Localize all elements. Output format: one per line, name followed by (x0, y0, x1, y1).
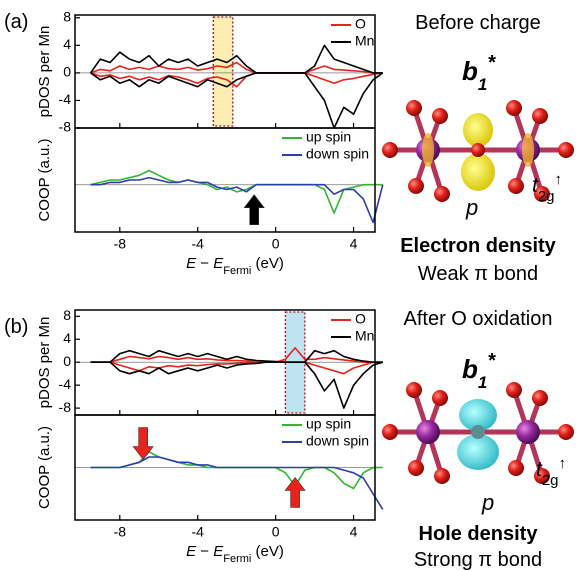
x-axis-label-part: Fermi (223, 553, 251, 565)
y-tick-label: -8 (59, 119, 72, 135)
orbital-lobe (461, 153, 495, 191)
x-tick-label: 0 (272, 524, 280, 540)
panel-header: Before charge (415, 12, 541, 34)
y-tick-label: -8 (59, 399, 72, 415)
orbital-label: b1* (462, 52, 496, 94)
molecule (382, 382, 574, 484)
x-tick-label: -4 (192, 524, 205, 540)
series-line (89, 44, 383, 74)
x-tick-label: -4 (192, 236, 205, 252)
x-axis-label-part: (eV) (251, 543, 284, 560)
x-axis-label: E − EFermi (eV) (186, 255, 284, 277)
x-axis-label-part: E (186, 543, 197, 560)
y-axis-label: pDOS per Mn (36, 317, 53, 409)
bond-label: Strong π bond (414, 549, 542, 571)
annotation-arrow (132, 427, 154, 460)
orbital-lobe (457, 434, 499, 470)
x-axis-label-part: − (196, 255, 213, 272)
legend-label: up spin (306, 129, 351, 145)
series-line (90, 61, 383, 74)
orbital-p: p (481, 490, 494, 515)
t2g-part: ↑ (555, 171, 563, 188)
legend-label: Mn (355, 33, 374, 49)
t2g-part: 2g (538, 188, 555, 205)
oxygen-atom (471, 425, 485, 439)
series-line (90, 451, 383, 490)
y-tick-label: 4 (63, 36, 71, 52)
orbital-label-part: 1 (478, 75, 487, 94)
series-line (90, 72, 383, 88)
x-axis-label-part: E (213, 255, 224, 272)
legend-label: up spin (306, 416, 351, 432)
y-tick-label: -4 (59, 91, 72, 107)
legend-label: down spin (306, 433, 369, 449)
annotation-arrow (243, 194, 265, 226)
legend-label: O (355, 16, 366, 32)
x-tick-label: 0 (272, 236, 280, 252)
x-axis-label-part: − (196, 543, 213, 560)
orbital-p: p (465, 195, 478, 220)
orbital-label-part: * (487, 350, 496, 372)
bond-label: Weak π bond (418, 263, 538, 285)
orbital-label: b1* (462, 350, 496, 392)
orbital-label-part: * (487, 52, 496, 74)
x-axis-label-part: E (186, 255, 197, 272)
y-tick-label: -4 (59, 376, 72, 392)
y-axis-label: COOP (a.u.) (36, 426, 53, 509)
y-tick-label: 0 (63, 353, 71, 369)
orbital-label-part: b (462, 56, 478, 86)
series-line (90, 176, 384, 224)
t2g-part: ↑ (559, 455, 567, 472)
x-axis-label-part: Fermi (223, 265, 251, 277)
series-line (90, 349, 383, 363)
x-tick-label: 4 (350, 524, 358, 540)
annotation-arrow (284, 477, 306, 508)
density-label: Electron density (400, 235, 556, 257)
legend-label: O (355, 311, 366, 327)
molecule (382, 100, 574, 202)
y-tick-label: 8 (63, 8, 71, 24)
orbital-t2g: t2g↑ (536, 455, 566, 489)
y-tick-label: 8 (63, 307, 71, 323)
y-axis-label: COOP (a.u.) (36, 138, 53, 221)
orbital-lobe (522, 133, 534, 167)
oxygen-atom (471, 143, 485, 157)
series-line (90, 456, 384, 510)
highlight-region (212, 16, 234, 127)
x-axis-label-part: E (213, 543, 224, 560)
orbital-t2g: t2g↑ (532, 171, 562, 205)
y-axis-label: pDOS per Mn (36, 26, 53, 118)
x-tick-label: -8 (114, 236, 127, 252)
legend-label: Mn (355, 328, 374, 344)
orbital-lobe (422, 133, 434, 167)
orbital-lobe (459, 399, 497, 431)
panel-header: After O oxidation (404, 308, 553, 330)
density-label: Hole density (419, 523, 539, 545)
x-axis-label-part: (eV) (251, 255, 284, 272)
panel-label: (b) (4, 316, 28, 338)
series-line (90, 347, 383, 363)
y-tick-label: 0 (63, 64, 71, 80)
x-tick-label: 4 (350, 236, 358, 252)
legend-label: down spin (306, 146, 369, 162)
y-tick-label: 4 (63, 330, 71, 346)
plot-frame (74, 127, 376, 233)
orbital-lobe (463, 113, 493, 147)
plot-frame (74, 414, 376, 521)
t2g-part: 2g (542, 472, 559, 489)
t2g-part: t (532, 174, 539, 197)
t2g-part: t (536, 458, 543, 481)
x-axis-label: E − EFermi (eV) (186, 543, 284, 565)
series-line (90, 169, 383, 214)
x-tick-label: -8 (114, 524, 127, 540)
orbital-label-part: b (462, 354, 478, 384)
orbital-label-part: 1 (478, 373, 487, 392)
series-line (90, 361, 384, 409)
panel-label: (a) (4, 11, 28, 33)
